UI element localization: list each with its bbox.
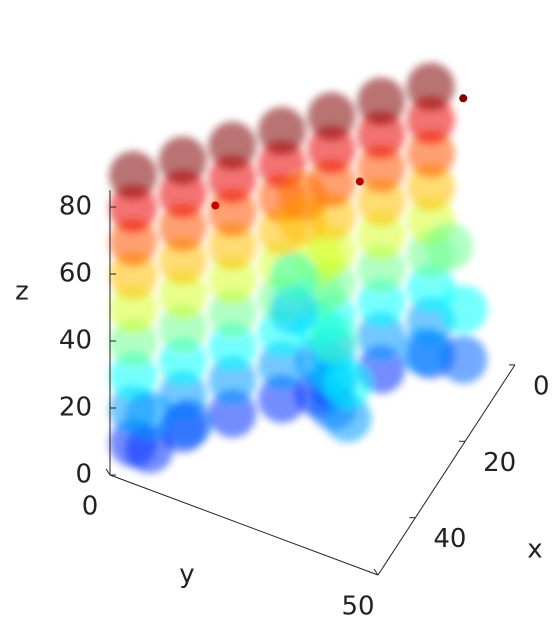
z-tick-label: 60: [59, 259, 92, 289]
voxel: [257, 106, 306, 155]
outlier-point: [459, 94, 468, 103]
y-tick: [373, 568, 379, 576]
voxel: [109, 318, 158, 367]
voxel: [357, 278, 406, 327]
voxel: [158, 270, 207, 319]
voxel: [357, 177, 406, 226]
voxel: [208, 222, 257, 271]
y-axis-label: y: [179, 560, 194, 590]
voxel: [357, 211, 406, 260]
voxel: [158, 236, 207, 285]
axes: [105, 190, 516, 576]
voxel: [109, 218, 158, 267]
voxel: [406, 129, 455, 178]
voxel: [357, 244, 406, 293]
voxel: [406, 96, 455, 145]
voxel: [400, 327, 448, 376]
voxel: [109, 285, 158, 334]
y-tick-label: 50: [341, 592, 374, 622]
voxel: [158, 337, 207, 386]
voxel: [257, 374, 306, 423]
voxel: [357, 77, 406, 126]
voxel: [109, 184, 158, 233]
voxel: [208, 155, 257, 204]
y-tick: [105, 468, 111, 476]
voxel: [307, 125, 356, 174]
z-tick-label: 20: [59, 393, 92, 423]
y-tick-label: 0: [82, 492, 99, 522]
voxel-cloud: [109, 62, 488, 474]
voxel: [307, 92, 356, 141]
voxel: [406, 62, 455, 111]
voxel: [158, 169, 207, 218]
y-axis: [109, 474, 379, 576]
voxel: [357, 144, 406, 193]
voxel: [357, 311, 406, 360]
voxel: [125, 425, 174, 474]
voxel: [125, 391, 174, 440]
voxel: [208, 121, 257, 170]
voxel: [269, 286, 318, 335]
voxel: [208, 356, 257, 405]
voxel: [109, 251, 158, 300]
voxel: [208, 255, 257, 304]
voxel: [439, 335, 488, 384]
x-tick-label: 20: [483, 448, 516, 478]
voxel: [278, 172, 327, 221]
z-tick-label: 40: [59, 326, 92, 356]
voxel: [406, 163, 455, 212]
x-tick-label: 40: [433, 524, 466, 554]
voxel: [323, 394, 372, 443]
z-axis-label: z: [15, 277, 29, 307]
z-tick-label: 0: [75, 460, 92, 490]
voxel: [109, 151, 158, 200]
outlier-point: [211, 201, 220, 210]
voxel: [158, 203, 207, 252]
x-axis-label: x: [527, 535, 542, 565]
voxel: [158, 303, 207, 352]
voxel: [257, 341, 306, 390]
voxel: [323, 360, 372, 409]
voxel: [309, 315, 358, 363]
z-tick-label: 80: [59, 192, 92, 222]
voxel: [357, 110, 406, 159]
x-axis: [377, 364, 516, 576]
voxel: [164, 399, 213, 448]
x-tick-label: 0: [533, 371, 550, 401]
voxel: [424, 222, 473, 271]
voxel: [158, 136, 207, 185]
voxel: [208, 289, 257, 338]
voxel: [208, 322, 257, 371]
voxel: [439, 285, 488, 334]
voxel: [208, 389, 257, 438]
voxel: [109, 352, 158, 401]
voxel: [208, 188, 257, 237]
outlier-point: [355, 177, 364, 186]
voxel: [269, 252, 318, 301]
